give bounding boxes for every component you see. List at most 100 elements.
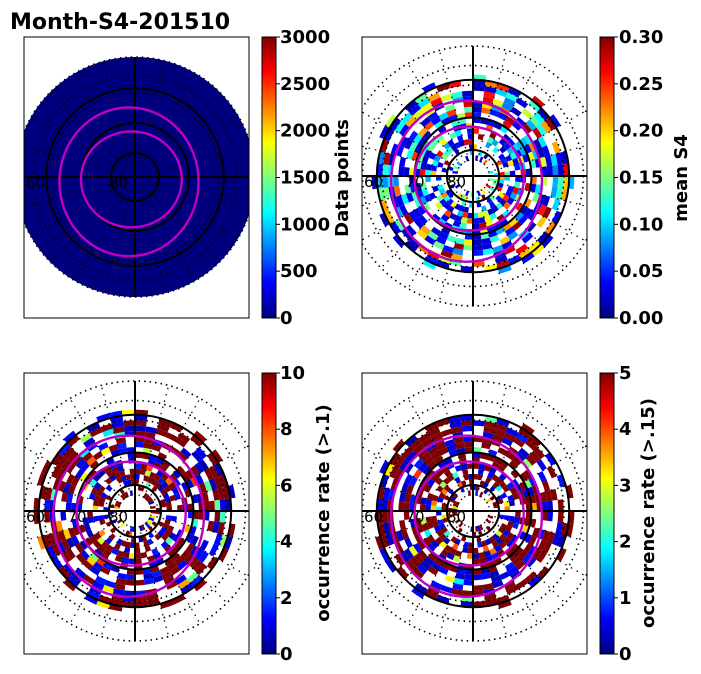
heatmap-cell [153,552,162,561]
heatmap-cell [497,264,512,274]
heatmap-cell [180,447,192,459]
heatmap-cell [521,252,535,264]
heatmap-cell [432,159,439,167]
heatmap-cell [430,432,443,442]
heatmap-cell [122,480,129,487]
heatmap-cell [431,165,438,172]
heatmap-cell [191,559,203,572]
heatmap-cell [463,579,473,586]
heatmap-cell [208,543,219,557]
heatmap-cell [92,473,102,482]
heatmap-cell [443,477,451,485]
heatmap-cell [154,481,162,489]
heatmap-cell [144,470,152,477]
heatmap-cell [525,221,537,233]
heatmap-cell [523,468,533,480]
heatmap-cell [408,236,422,248]
heatmap-cell [454,183,461,189]
heatmap-cell [92,505,99,511]
heatmap-cell [152,575,164,583]
heatmap-cell [463,244,473,251]
heatmap-cell [427,460,438,470]
heatmap-cell [521,232,534,244]
heatmap-cell [201,491,209,502]
heatmap-cell [168,532,177,541]
heatmap-cell [430,116,442,126]
heatmap-cell [405,240,418,253]
heatmap-cell [148,500,155,505]
heatmap-cell [487,136,495,144]
heatmap-cell [396,566,409,579]
heatmap-cell [524,439,538,451]
heatmap-cell [168,481,177,490]
heatmap-cell [425,516,432,524]
heatmap-cell [531,176,537,185]
heatmap-cell [438,231,449,240]
heatmap-cell [422,259,437,270]
heatmap-cell [495,88,508,98]
heatmap-cell [376,498,384,511]
heatmap-cell [452,220,461,228]
heatmap-cell [483,426,496,434]
heatmap-cell [146,464,154,472]
heatmap-cell [503,97,516,107]
heatmap-cell [102,548,112,557]
heatmap-cell [44,511,51,523]
heatmap-cell [510,106,522,117]
heatmap-cell [164,529,172,537]
heatmap-cell [144,577,155,585]
heatmap-cell [498,514,505,520]
heatmap-cell [65,548,76,560]
heatmap-cell [468,202,473,208]
heatmap-cell [405,99,418,112]
heatmap-cell [497,447,508,456]
heatmap-cell [127,452,135,459]
colorbar-tick-label: 0 [280,644,293,665]
heatmap-cell [145,481,151,489]
heatmap-cell [450,91,463,99]
heatmap-cell [528,434,541,447]
heatmap-cell [135,479,140,485]
heatmap-cell [404,184,412,194]
heatmap-cell [82,559,93,571]
heatmap-cell [126,479,132,486]
heatmap-cell [507,494,514,502]
heatmap-cell [443,202,451,210]
heatmap-cell [61,459,72,471]
heatmap-cell [399,491,407,502]
heatmap-cell [489,212,497,221]
grid-spoke [74,189,129,282]
grid-spoke [141,189,196,282]
heatmap-cell [544,452,557,466]
heatmap-cell [459,222,467,229]
heatmap-cell [514,181,521,189]
grid-spoke [30,183,123,238]
heatmap-cell [165,515,172,521]
heatmap-cell [462,211,469,218]
heatmap-cell [203,501,210,511]
heatmap-cell [164,485,172,493]
heatmap-cell [420,497,427,505]
heatmap-cell [428,152,437,160]
grid-spoke [148,180,249,209]
heatmap-cell [497,182,504,189]
heatmap-cell [163,575,175,585]
heatmap-cell [417,540,427,550]
heatmap-cell [496,465,506,474]
heatmap-cell [436,83,450,93]
heatmap-cell [482,210,490,217]
heatmap-cell [166,561,178,571]
heatmap-cell [198,551,209,563]
heatmap-cell [168,473,178,482]
heatmap-cell [541,530,551,542]
heatmap-cell [425,498,432,506]
heatmap-cell [473,212,479,219]
heatmap-cell [420,451,431,463]
heatmap-cell [164,544,173,554]
heatmap-cell [135,463,142,469]
heatmap-cell [44,499,51,511]
plot-frame [23,36,250,319]
heatmap-cell [51,543,62,557]
heatmap-cell [441,167,448,173]
heatmap-cell [462,546,469,553]
